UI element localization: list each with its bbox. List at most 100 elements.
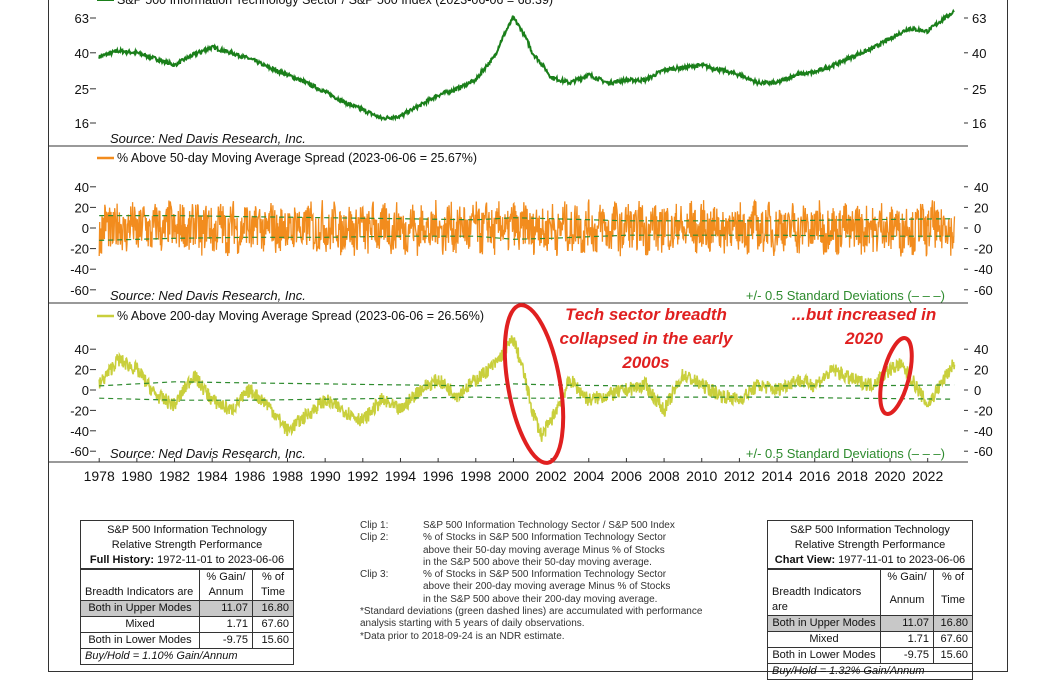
y-tick-label: -40 bbox=[70, 424, 89, 439]
annotation-text: ...but increased in bbox=[792, 305, 937, 324]
y-tick-label: 40 bbox=[75, 180, 89, 195]
full-table-title: S&P 500 Information Technology bbox=[107, 524, 267, 536]
row-gain: -9.75 bbox=[199, 632, 253, 649]
y-tick-label: 20 bbox=[75, 200, 89, 215]
y-tick-label: 0 bbox=[82, 221, 89, 236]
row-time: 16.80 bbox=[252, 600, 294, 617]
row-label: Both in Lower Modes bbox=[767, 647, 881, 664]
series-line-relative-strength bbox=[98, 8, 955, 122]
std-dev-band bbox=[99, 381, 955, 387]
clip-text: % of Stocks in S&P 500 Information Techn… bbox=[423, 569, 667, 581]
x-tick-label: 2002 bbox=[536, 468, 567, 484]
x-tick-label: 1996 bbox=[423, 468, 454, 484]
y-tick-label: -60 bbox=[974, 444, 993, 459]
y-tick-label: 16 bbox=[75, 116, 89, 131]
row-label: Mixed bbox=[767, 631, 881, 648]
footnote: *Standard deviations (green dashed lines… bbox=[360, 606, 703, 618]
y-tick-label: -20 bbox=[70, 403, 89, 418]
x-tick-label: 1998 bbox=[460, 468, 491, 484]
clip-text: above their 200-day moving average Minus… bbox=[423, 581, 671, 593]
row-label: Mixed bbox=[80, 616, 200, 633]
y-tick-label: 40 bbox=[75, 342, 89, 357]
view-table-subtitle: Relative Strength Performance bbox=[794, 539, 946, 551]
legend-label: % Above 50-day Moving Average Spread (20… bbox=[117, 151, 477, 165]
annotation-text: Tech sector breadth bbox=[565, 305, 727, 324]
clip-text: in the S&P 500 above their 50-day moving… bbox=[423, 556, 652, 568]
full-table-subtitle: Relative Strength Performance bbox=[111, 539, 263, 551]
y-tick-label: -40 bbox=[974, 262, 993, 277]
y-tick-label: 25 bbox=[75, 82, 89, 97]
x-tick-label: 1992 bbox=[347, 468, 378, 484]
row-label: Both in Lower Modes bbox=[80, 632, 200, 649]
clip-key: Clip 2: bbox=[360, 532, 389, 544]
clip-note: Clip 2: % of Stocks in S&P 500 Informati… bbox=[360, 532, 720, 569]
clip-key: Clip 3: bbox=[360, 569, 389, 581]
x-tick-label: 2012 bbox=[724, 468, 755, 484]
header-time-1: % of bbox=[252, 569, 294, 585]
full-table-footer: Buy/Hold = 1.10% Gain/Annum bbox=[80, 649, 294, 665]
clip-key: Clip 1: bbox=[360, 520, 389, 531]
view-table-period-value: 1977-11-01 to 2023-06-06 bbox=[838, 554, 966, 566]
annotation-text: 2000s bbox=[621, 353, 669, 372]
row-gain: 1.71 bbox=[880, 631, 934, 648]
chart-view-table: S&P 500 Information Technology Relative … bbox=[767, 520, 973, 680]
clip-text: in the S&P 500 above their 200-day movin… bbox=[423, 593, 658, 605]
header-gain-2: Annum bbox=[199, 585, 253, 601]
highlight-ellipse bbox=[878, 336, 914, 416]
band-label: +/- 0.5 Standard Deviations (– – –) bbox=[746, 288, 945, 303]
header-time-2: Time bbox=[252, 585, 294, 601]
row-time: 15.60 bbox=[252, 632, 294, 649]
annotation-text: 2020 bbox=[844, 329, 883, 348]
x-tick-label: 2014 bbox=[761, 468, 792, 484]
footnote: *Data prior to 2018-09-24 is an NDR esti… bbox=[360, 630, 565, 642]
y-tick-label: -60 bbox=[974, 283, 993, 298]
row-gain: -9.75 bbox=[880, 647, 934, 664]
highlight-ellipse bbox=[502, 303, 566, 465]
legend-label: % Above 200-day Moving Average Spread (2… bbox=[117, 309, 484, 323]
y-tick-label: -20 bbox=[70, 242, 89, 257]
row-label: Both in Upper Modes bbox=[767, 615, 881, 632]
view-table-title: S&P 500 Information Technology bbox=[790, 524, 950, 536]
clip-note: Clip 3: % of Stocks in S&P 500 Informati… bbox=[360, 569, 720, 606]
row-time: 67.60 bbox=[252, 616, 294, 633]
table-row: Mixed 1.71 67.60 bbox=[80, 616, 294, 633]
clip-text: S&P 500 Information Technology Sector / … bbox=[423, 520, 675, 531]
y-tick-label: 63 bbox=[972, 11, 986, 26]
header-blank bbox=[767, 569, 881, 585]
row-gain: 11.07 bbox=[880, 615, 934, 632]
full-table-header-row: % Gain/ % of bbox=[80, 569, 294, 585]
view-table-footer: Buy/Hold = 1.32% Gain/Annum bbox=[767, 664, 973, 680]
y-tick-label: 20 bbox=[75, 363, 89, 378]
footnote: analysis starting with 5 years of daily … bbox=[360, 618, 585, 630]
clip-notes: Clip 1: S&P 500 Information Technology Se… bbox=[360, 520, 720, 643]
header-label: Breadth Indicators are bbox=[767, 585, 881, 616]
x-tick-label: 2016 bbox=[799, 468, 830, 484]
view-table-grid: % Gain/ % of Breadth Indicators are Annu… bbox=[767, 569, 973, 664]
std-dev-band bbox=[99, 396, 955, 401]
std-dev-band bbox=[99, 234, 955, 241]
header-time-1: % of bbox=[933, 569, 973, 585]
y-tick-label: 0 bbox=[974, 383, 981, 398]
y-tick-label: -60 bbox=[70, 283, 89, 298]
y-tick-label: 63 bbox=[75, 11, 89, 26]
series-line-above-200-day bbox=[98, 335, 956, 442]
x-tick-label: 2006 bbox=[611, 468, 642, 484]
clip-text: above their 50-day moving average Minus … bbox=[423, 544, 665, 556]
x-tick-label: 1990 bbox=[310, 468, 341, 484]
y-tick-label: 16 bbox=[972, 116, 986, 131]
full-table-grid: % Gain/ % of Breadth Indicators are Annu… bbox=[80, 569, 294, 649]
view-table-header-row-2: Breadth Indicators are Annum Time bbox=[767, 585, 973, 616]
view-table-period: Chart View: 1977-11-01 to 2023-06-06 bbox=[770, 553, 970, 568]
x-tick-label: 1982 bbox=[159, 468, 190, 484]
y-tick-label: -20 bbox=[974, 403, 993, 418]
series-line-above-50-day bbox=[98, 198, 956, 257]
table-row: Both in Lower Modes -9.75 15.60 bbox=[80, 632, 294, 649]
std-dev-band bbox=[99, 215, 955, 222]
y-tick-label: -60 bbox=[70, 444, 89, 459]
header-time-2: Time bbox=[933, 585, 973, 616]
view-table-header-row: % Gain/ % of bbox=[767, 569, 973, 585]
header-gain-1: % Gain/ bbox=[199, 569, 253, 585]
view-table-period-label: Chart View: bbox=[774, 554, 836, 566]
full-table-header-row-2: Breadth Indicators are Annum Time bbox=[80, 585, 294, 601]
